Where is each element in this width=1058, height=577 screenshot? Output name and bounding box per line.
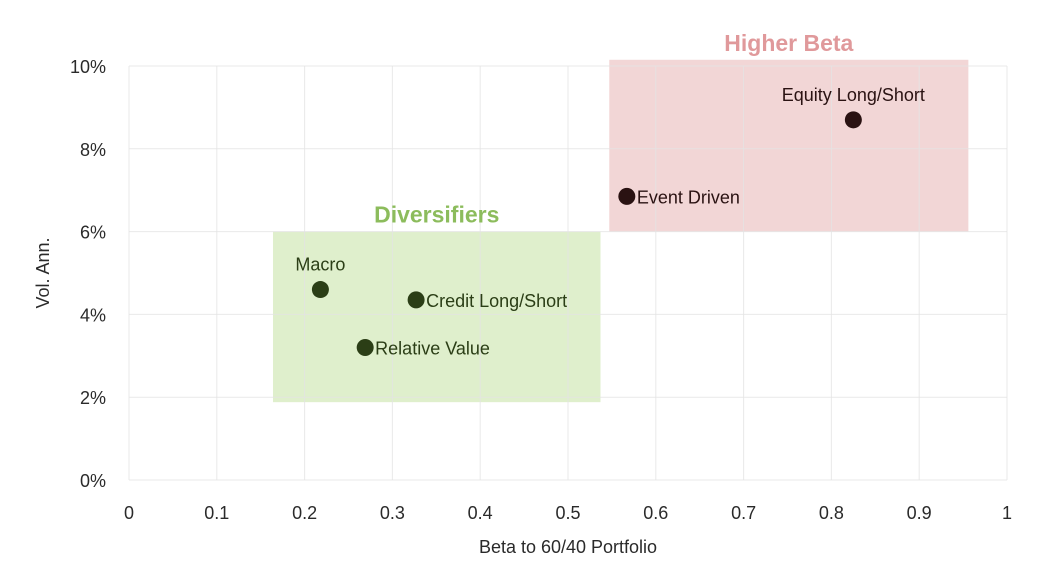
point-label: Macro — [295, 255, 345, 275]
point-label: Relative Value — [375, 339, 490, 359]
point-marker — [618, 187, 636, 205]
x-tick-label: 1 — [1002, 503, 1012, 523]
data-point: Equity Long/Short — [782, 85, 925, 129]
x-axis-ticks: 0 0.1 0.2 0.3 0.4 0.5 0.6 0.7 0.8 0.9 1 — [124, 503, 1012, 523]
y-axis-ticks: 0% 2% 4% 6% 8% 10% — [70, 57, 106, 491]
y-tick-label: 8% — [80, 140, 106, 160]
point-label: Equity Long/Short — [782, 85, 925, 105]
region-titles: Higher Beta Diversifiers — [374, 30, 853, 228]
data-point: Event Driven — [618, 187, 740, 207]
point-marker — [356, 339, 374, 357]
x-tick-label: 0.4 — [468, 503, 493, 523]
y-tick-label: 4% — [80, 305, 106, 325]
x-axis-label: Beta to 60/40 Portfolio — [479, 537, 657, 557]
region-box-diversifiers — [272, 231, 601, 403]
x-tick-label: 0.2 — [292, 503, 317, 523]
gridlines — [128, 65, 1008, 481]
y-tick-label: 10% — [70, 57, 106, 77]
x-tick-label: 0.8 — [819, 503, 844, 523]
data-point: Credit Long/Short — [407, 291, 567, 311]
y-tick-label: 0% — [80, 471, 106, 491]
y-tick-label: 2% — [80, 388, 106, 408]
x-tick-label: 0.7 — [731, 503, 756, 523]
region-title-diversifiers: Diversifiers — [374, 202, 499, 228]
point-label: Event Driven — [637, 187, 740, 207]
data-point: Macro — [295, 255, 345, 299]
region-boxes — [272, 59, 969, 403]
x-tick-label: 0.5 — [555, 503, 580, 523]
x-tick-label: 0.3 — [380, 503, 405, 523]
point-marker — [844, 111, 862, 129]
point-marker — [407, 291, 425, 309]
region-box-higher-beta — [609, 59, 969, 232]
point-marker — [311, 281, 329, 299]
y-tick-label: 6% — [80, 223, 106, 243]
x-tick-label: 0 — [124, 503, 134, 523]
x-tick-label: 0.6 — [643, 503, 668, 523]
data-points: Equity Long/Short Event Driven Macro Credit… — [295, 85, 925, 359]
region-title-higher-beta: Higher Beta — [724, 30, 853, 56]
x-tick-label: 0.1 — [204, 503, 229, 523]
x-tick-label: 0.9 — [907, 503, 932, 523]
data-point: Relative Value — [356, 339, 490, 359]
y-axis-label: Vol. Ann. — [33, 237, 53, 308]
point-label: Credit Long/Short — [426, 291, 567, 311]
